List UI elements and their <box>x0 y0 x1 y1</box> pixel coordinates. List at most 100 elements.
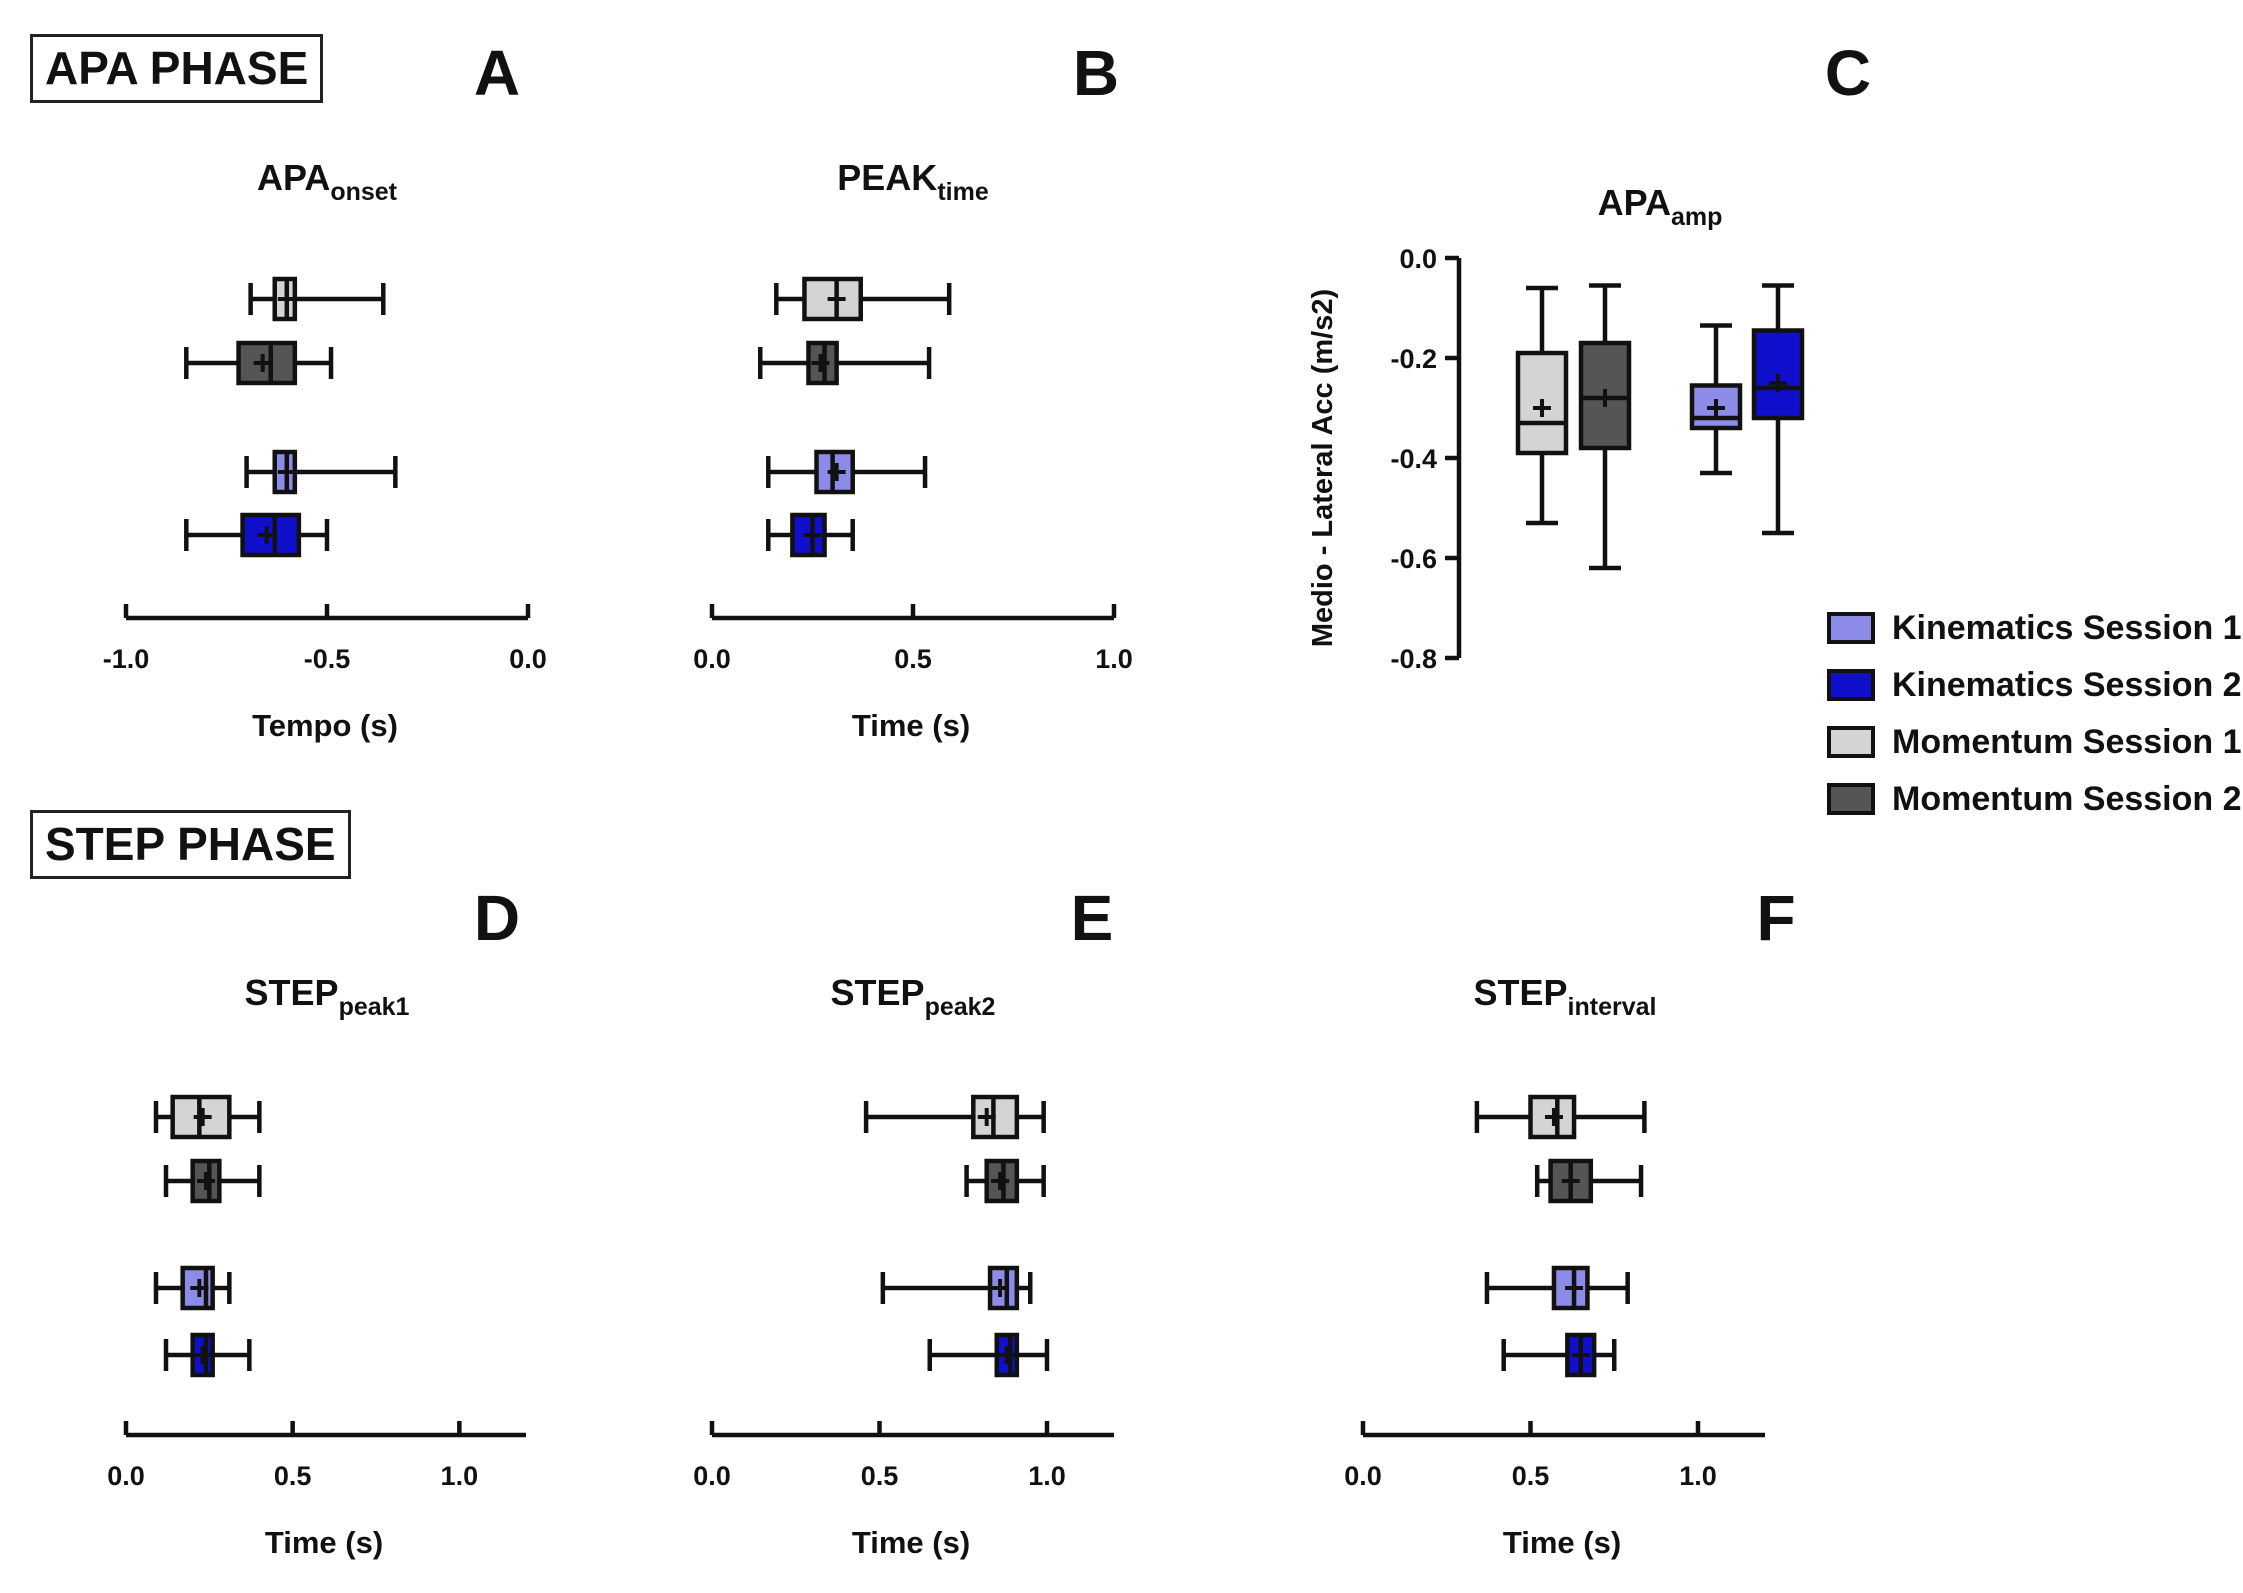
panel-title-subscript: interval <box>1568 993 1657 1021</box>
x-axis-label: Time (s) <box>265 1525 383 1560</box>
mean-marker <box>277 290 296 308</box>
mean-marker <box>803 526 822 544</box>
panel-title-subscript: time <box>937 178 989 206</box>
x-tick-label: 0.0 <box>107 1461 145 1491</box>
y-axis-label: Medio - Lateral Acc (m/s2) <box>1307 289 1339 647</box>
mean-marker <box>277 463 296 481</box>
mean-marker <box>193 1346 212 1364</box>
mean-marker <box>991 1172 1010 1190</box>
x-tick-label: 0.0 <box>1344 1461 1382 1491</box>
box-momentum-session-2 <box>184 340 334 386</box>
legend-label: Kinematics Session 1 <box>1892 609 2242 647</box>
panel-title-main: STEP <box>1474 972 1568 1013</box>
box-momentum-session-1 <box>1515 285 1569 526</box>
panel-title-main: APA <box>1598 182 1671 223</box>
box-momentum-session-1 <box>863 1094 1046 1140</box>
x-tick-label: 1.0 <box>1095 644 1133 674</box>
panel-title-main: PEAK <box>837 157 937 198</box>
x-tick-label: 0.0 <box>509 644 547 674</box>
box-kinematics-session-2 <box>1751 283 1805 536</box>
step-phase-label: STEP PHASE <box>30 810 351 879</box>
mean-marker <box>1533 399 1551 417</box>
mean-marker <box>257 526 276 544</box>
mean-marker <box>1565 1279 1584 1297</box>
mean-marker <box>253 354 272 372</box>
legend-label: Kinematics Session 2 <box>1892 666 2242 704</box>
x-tick-label: 0.5 <box>861 1461 899 1491</box>
panel-title-subscript: amp <box>1671 203 1722 231</box>
panel-title-subscript: peak2 <box>925 993 996 1021</box>
legend-swatch <box>1827 669 1875 701</box>
x-tick-label: 0.5 <box>1512 1461 1550 1491</box>
x-tick-label: -0.5 <box>304 644 351 674</box>
legend-item-kinematics-session-2: Kinematics Session 2 <box>1827 666 2242 704</box>
panel-letter: A <box>474 37 520 109</box>
mean-marker <box>1596 389 1614 407</box>
panel-letter: C <box>1825 37 1871 109</box>
panel-title: STEPpeak1 <box>245 972 410 1021</box>
legend-swatch <box>1827 612 1875 644</box>
legend: Kinematics Session 1 Kinematics Session 2… <box>1827 609 2242 818</box>
box-momentum-session-2 <box>757 340 932 386</box>
box-iqr <box>1689 383 1743 431</box>
box-momentum-session-1 <box>774 276 952 322</box>
panel-letter: E <box>1071 882 1114 954</box>
mean-marker <box>977 1108 996 1126</box>
x-tick-label: 0.5 <box>274 1461 312 1491</box>
x-tick-label: 0.0 <box>693 644 731 674</box>
box-momentum-session-1 <box>153 1094 262 1140</box>
panel-f: F STEPinterval 0.0 0.5 1.0 Time (s) <box>1344 882 1795 1560</box>
legend-item-momentum-session-2: Momentum Session 2 <box>1827 780 2242 818</box>
panel-title-main: STEP <box>831 972 925 1013</box>
y-tick-label: 0.0 <box>1399 244 1437 274</box>
box-momentum-session-2 <box>1534 1158 1644 1204</box>
mean-marker <box>827 463 846 481</box>
box-kinematics-session-2 <box>766 512 855 558</box>
panel-e: E STEPpeak2 0.0 0.5 1.0 Time (s) <box>693 882 1114 1560</box>
panel-letter: D <box>474 882 520 954</box>
mean-marker <box>190 1279 209 1297</box>
panel-d: D STEPpeak1 0.0 0.5 1.0 Time (s) <box>107 882 526 1560</box>
box-kinematics-session-2 <box>1501 1332 1617 1378</box>
x-axis-label: Time (s) <box>1503 1525 1621 1560</box>
box-momentum-session-1 <box>248 276 386 322</box>
y-tick-label: -0.4 <box>1390 444 1437 474</box>
mean-marker <box>193 1108 212 1126</box>
y-tick-label: -0.8 <box>1390 644 1437 674</box>
y-tick-label: -0.6 <box>1390 544 1437 574</box>
x-tick-label: 0.0 <box>693 1461 731 1491</box>
y-tick-label: -0.2 <box>1390 344 1437 374</box>
x-axis-label: Tempo (s) <box>252 708 398 743</box>
box-kinematics-session-1 <box>880 1265 1033 1311</box>
box-kinematics-session-1 <box>766 449 928 495</box>
x-tick-label: 1.0 <box>1028 1461 1066 1491</box>
box-momentum-session-2 <box>1578 283 1632 571</box>
x-tick-label: 0.5 <box>894 644 932 674</box>
panel-title: APAamp <box>1598 182 1723 231</box>
box-momentum-session-1 <box>1474 1094 1647 1140</box>
panel-title: STEPpeak2 <box>831 972 996 1021</box>
mean-marker <box>811 354 830 372</box>
panel-letter: F <box>1756 882 1795 954</box>
x-tick-label: -1.0 <box>103 644 150 674</box>
box-kinematics-session-1 <box>1484 1265 1630 1311</box>
mean-marker <box>1571 1346 1590 1364</box>
x-axis-label: Time (s) <box>852 708 970 743</box>
panel-title-main: STEP <box>245 972 339 1013</box>
x-tick-label: 1.0 <box>441 1461 479 1491</box>
panel-c: C APAamp 0.0 -0.2 -0.4 -0.6 -0.8 Medio - Latera… <box>1307 37 1871 674</box>
panel-b: B PEAKtime 0.0 0.5 1.0 Time (s) <box>693 37 1133 743</box>
legend-label: Momentum Session 1 <box>1892 723 2242 761</box>
legend-swatch <box>1827 783 1875 815</box>
box-iqr <box>1751 328 1805 421</box>
panel-title-subscript: peak1 <box>339 993 410 1021</box>
legend-item-kinematics-session-1: Kinematics Session 1 <box>1827 609 2242 647</box>
mean-marker <box>827 290 846 308</box>
panel-a: A APAonset -1.0 -0.5 0.0 Tempo (s) <box>103 37 547 743</box>
mean-marker <box>997 1346 1016 1364</box>
box-kinematics-session-1 <box>153 1265 232 1311</box>
x-tick-label: 1.0 <box>1679 1461 1717 1491</box>
panel-title: STEPinterval <box>1474 972 1657 1021</box>
mean-marker <box>991 1279 1010 1297</box>
